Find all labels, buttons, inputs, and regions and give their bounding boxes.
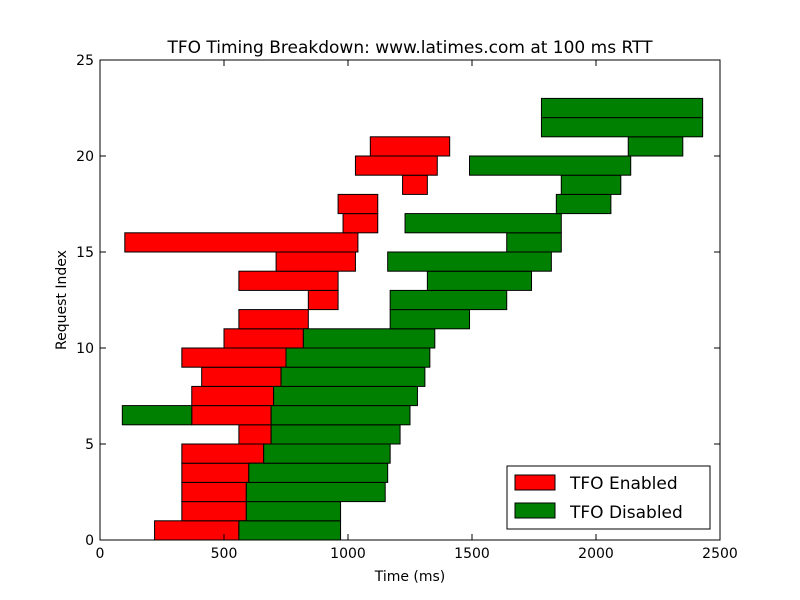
tick-labels-group: 0 500 1000 1500 2000 2500 0 5 10 15 20 25 bbox=[76, 53, 738, 562]
y-tick-label-10: 10 bbox=[76, 341, 94, 357]
bar-tfo-disabled-5-5 bbox=[270, 424, 401, 445]
legend: TFO Enabled TFO Disabled bbox=[506, 465, 711, 530]
x-tick-label-2000: 2000 bbox=[578, 546, 614, 562]
chart-title: TFO Timing Breakdown: www.latimes.com at… bbox=[166, 38, 653, 58]
bar-tfo-disabled-9-10 bbox=[285, 347, 431, 368]
bar-tfo-disabled-22-23 bbox=[540, 97, 704, 119]
x-tick-label-2500: 2500 bbox=[702, 546, 738, 562]
plot-area bbox=[99, 59, 721, 541]
bar-tfo-enabled-2-2 bbox=[181, 481, 247, 503]
bar-tfo-disabled-0-0 bbox=[238, 520, 342, 541]
legend-label-tfo-enabled: TFO Enabled bbox=[569, 474, 678, 494]
bar-tfo-disabled-10-11 bbox=[302, 328, 436, 349]
bar-tfo-enabled-3-3 bbox=[181, 462, 250, 483]
x-tick-label-500: 500 bbox=[211, 546, 238, 562]
x-tick-label-0: 0 bbox=[96, 546, 105, 562]
bar-tfo-disabled-4-4 bbox=[263, 443, 391, 464]
x-tick-label-1500: 1500 bbox=[454, 546, 490, 562]
bar-tfo-disabled-2-2 bbox=[245, 481, 386, 503]
bar-tfo-enabled-14-14 bbox=[275, 251, 356, 272]
bar-tfo-disabled-12-13 bbox=[389, 289, 508, 311]
y-axis-label: Request Index bbox=[54, 250, 70, 350]
bar-tfo-enabled-15-15 bbox=[124, 232, 359, 253]
bar-tfo-enabled-13-13 bbox=[238, 270, 339, 291]
plot-frame bbox=[99, 59, 721, 541]
bar-tfo-disabled-11-12 bbox=[389, 309, 471, 330]
bar-tfo-enabled-0-0 bbox=[154, 520, 240, 541]
bar-tfo-enabled-1-1 bbox=[181, 501, 247, 522]
bar-tfo-disabled-14-15 bbox=[387, 251, 552, 272]
bar-tfo-enabled-18-18 bbox=[402, 174, 428, 195]
bar-tfo-enabled-7-7 bbox=[191, 385, 275, 407]
bar-tfo-disabled-6-6 bbox=[121, 405, 193, 426]
y-tick-label-20: 20 bbox=[76, 149, 94, 165]
bar-tfo-enabled-17-17 bbox=[337, 193, 379, 215]
bar-tfo-enabled-4-4 bbox=[181, 443, 265, 464]
bar-tfo-enabled-16-16 bbox=[342, 213, 379, 234]
bar-tfo-disabled-7-8 bbox=[273, 385, 418, 407]
bar-tfo-enabled-10-10 bbox=[223, 328, 304, 349]
x-axis-label: Time (ms) bbox=[374, 569, 446, 585]
bar-tfo-disabled-15-16 bbox=[506, 232, 562, 253]
legend-label-tfo-disabled: TFO Disabled bbox=[569, 503, 683, 523]
legend-swatch-tfo-enabled bbox=[514, 474, 556, 491]
bar-tfo-enabled-8-8 bbox=[201, 366, 282, 387]
bar-tfo-enabled-6-6 bbox=[191, 405, 272, 426]
bar-tfo-disabled-16-17 bbox=[404, 213, 562, 234]
bar-tfo-disabled-1-1 bbox=[245, 501, 342, 522]
legend-swatch-tfo-disabled bbox=[514, 502, 556, 519]
bar-tfo-enabled-19-19 bbox=[354, 155, 438, 176]
bar-tfo-disabled-20-21 bbox=[627, 136, 684, 157]
bar-tfo-enabled-9-9 bbox=[181, 347, 287, 368]
bar-tfo-disabled-13-14 bbox=[426, 270, 533, 291]
bar-tfo-disabled-17-18 bbox=[555, 193, 612, 215]
bar-tfo-disabled-6-7 bbox=[270, 405, 411, 426]
bar-tfo-disabled-18-19 bbox=[560, 174, 622, 195]
bar-tfo-disabled-8-9 bbox=[280, 366, 426, 387]
ticks-group bbox=[99, 59, 721, 541]
y-tick-label-25: 25 bbox=[76, 53, 94, 69]
y-tick-label-15: 15 bbox=[76, 245, 94, 261]
x-tick-label-1000: 1000 bbox=[330, 546, 366, 562]
y-tick-label-0: 0 bbox=[85, 533, 94, 549]
bar-tfo-enabled-20-20 bbox=[369, 136, 451, 157]
bar-tfo-enabled-12-12 bbox=[307, 289, 339, 311]
bar-tfo-disabled-3-3 bbox=[248, 462, 389, 483]
bar-tfo-disabled-21-22 bbox=[540, 117, 704, 138]
bar-tfo-enabled-11-11 bbox=[238, 309, 309, 330]
bars-group bbox=[121, 97, 704, 541]
bar-tfo-disabled-19-20 bbox=[469, 155, 632, 176]
bar-tfo-enabled-5-5 bbox=[238, 424, 272, 445]
y-tick-label-5: 5 bbox=[85, 437, 94, 453]
